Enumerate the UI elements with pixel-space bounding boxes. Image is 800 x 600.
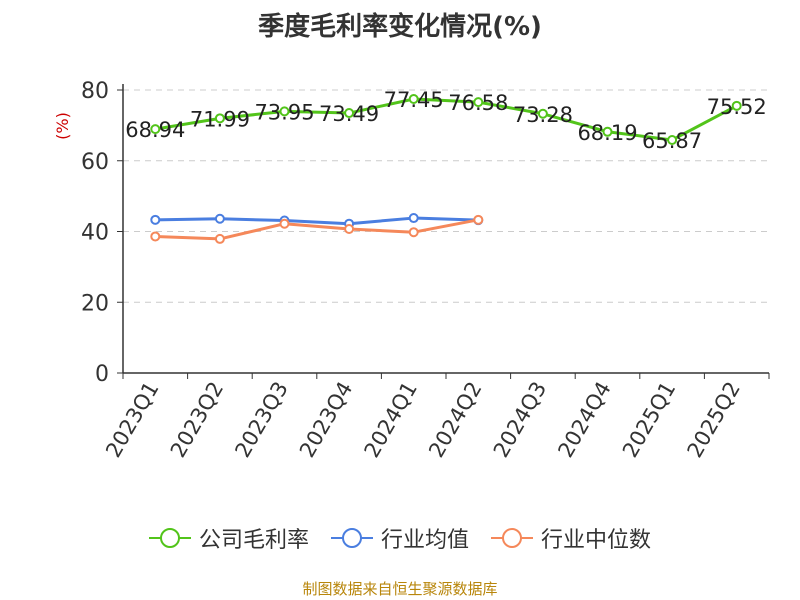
data-point xyxy=(408,213,419,224)
data-label: 75.52 xyxy=(707,95,767,119)
data-label: 68.19 xyxy=(577,121,637,145)
data-label: 76.58 xyxy=(448,91,508,115)
series-line xyxy=(155,97,738,142)
y-axis-label: (%) xyxy=(53,112,72,140)
grid-lines xyxy=(123,89,769,303)
data-point xyxy=(537,108,548,119)
legend-marker-industry-mean xyxy=(330,528,373,548)
series-line xyxy=(155,218,479,241)
data-point xyxy=(214,113,225,124)
data-point xyxy=(731,100,742,111)
data-label: 71.99 xyxy=(190,107,250,131)
x-tick-label: 2025Q2 xyxy=(683,378,745,462)
series-line xyxy=(155,216,479,226)
legend-item-industry-mean[interactable]: 行业均值 xyxy=(330,522,469,554)
data-point xyxy=(150,231,161,242)
y-tick-label: 20 xyxy=(81,291,109,316)
data-point xyxy=(279,106,290,117)
legend-label-industry-median: 行业中位数 xyxy=(541,528,652,553)
data-label: 68.94 xyxy=(125,118,185,142)
x-tick-label: 2023Q1 xyxy=(101,378,163,462)
legend-label-company: 公司毛利率 xyxy=(198,528,309,553)
legend-label-industry-mean: 行业均值 xyxy=(380,528,469,553)
chart-title: 季度毛利率变化情况(%) xyxy=(258,12,542,42)
data-label: 73.95 xyxy=(254,100,314,124)
data-point xyxy=(344,108,355,119)
legend-marker-company xyxy=(148,528,191,548)
legend: 公司毛利率 行业均值 行业中位数 xyxy=(0,522,800,554)
source-note: 制图数据来自恒生聚源数据库 xyxy=(302,580,498,598)
data-point xyxy=(214,233,225,244)
data-point xyxy=(408,94,419,105)
x-tick-label: 2024Q2 xyxy=(424,378,486,462)
y-tick-label: 0 xyxy=(95,362,109,387)
data-point xyxy=(344,224,355,235)
x-tick-label: 2023Q4 xyxy=(295,378,357,462)
data-label: 77.45 xyxy=(384,88,444,112)
data-point xyxy=(150,214,161,225)
legend-item-company[interactable]: 公司毛利率 xyxy=(148,522,309,554)
data-label: 73.49 xyxy=(319,102,379,126)
data-point xyxy=(279,218,290,229)
x-tick-label: 2024Q4 xyxy=(553,378,615,462)
legend-marker-industry-median xyxy=(491,528,533,548)
legend-item-industry-median[interactable]: 行业中位数 xyxy=(491,522,651,554)
data-point xyxy=(473,97,484,108)
x-tick-label: 2024Q1 xyxy=(360,378,422,462)
x-tick-label: 2023Q2 xyxy=(166,378,228,462)
y-tick-label: 40 xyxy=(81,221,109,246)
data-point xyxy=(408,227,419,238)
x-tick-label: 2024Q3 xyxy=(489,378,551,462)
data-label: 73.28 xyxy=(513,103,573,127)
series-group xyxy=(150,94,742,244)
y-tick-label: 60 xyxy=(81,150,109,175)
data-point xyxy=(473,214,484,225)
data-point xyxy=(150,124,161,135)
x-tick-label: 2025Q1 xyxy=(618,378,680,462)
data-point xyxy=(602,126,613,137)
y-tick-label: 80 xyxy=(81,79,109,104)
data-point xyxy=(667,134,678,145)
data-point xyxy=(214,213,225,224)
x-tick-label: 2023Q3 xyxy=(230,378,292,462)
data-label: 65.87 xyxy=(642,129,702,153)
